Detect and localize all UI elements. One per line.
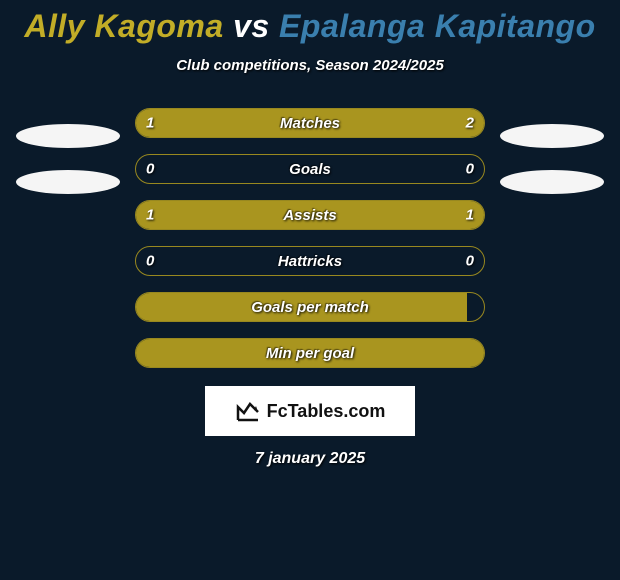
stat-label: Hattricks — [278, 253, 342, 270]
fctables-icon — [235, 398, 261, 424]
stat-bar: 1 2 Matches — [135, 108, 485, 138]
stat-value-right: 2 — [466, 115, 474, 132]
stat-bar: 1 1 Assists — [135, 200, 485, 230]
stat-bar: Min per goal — [135, 338, 485, 368]
stat-value-left: 0 — [146, 161, 154, 178]
stat-value-right: 0 — [466, 161, 474, 178]
page-title: Ally Kagoma vs Epalanga Kapitango — [0, 0, 620, 45]
footer-logo-text: FcTables.com — [267, 401, 386, 422]
stat-value-right: 1 — [466, 207, 474, 224]
stat-label: Goals — [289, 161, 331, 178]
footer-logo: FcTables.com — [205, 386, 415, 436]
stat-row: Min per goal — [0, 338, 620, 368]
subtitle: Club competitions, Season 2024/2025 — [0, 57, 620, 74]
stat-row: Goals per match — [0, 292, 620, 322]
stat-row: 0 0 Hattricks — [0, 246, 620, 276]
stat-value-left: 1 — [146, 207, 154, 224]
stat-value-left: 0 — [146, 253, 154, 270]
stat-row: 1 2 Matches — [0, 108, 620, 138]
stat-bar: 0 0 Hattricks — [135, 246, 485, 276]
stat-value-left: 1 — [146, 115, 154, 132]
stat-label: Matches — [280, 115, 340, 132]
footer-date: 7 january 2025 — [0, 450, 620, 468]
stat-value-right: 0 — [466, 253, 474, 270]
vs-separator: vs — [233, 8, 270, 44]
stat-label: Goals per match — [251, 299, 369, 316]
player1-name: Ally Kagoma — [24, 8, 223, 44]
bar-fill-left — [136, 109, 268, 137]
comparison-card: Ally Kagoma vs Epalanga Kapitango Club c… — [0, 0, 620, 580]
stat-label: Min per goal — [266, 345, 354, 362]
stat-bar: 0 0 Goals — [135, 154, 485, 184]
stat-bar: Goals per match — [135, 292, 485, 322]
player2-name: Epalanga Kapitango — [279, 8, 596, 44]
stat-row: 1 1 Assists — [0, 200, 620, 230]
stat-label: Assists — [283, 207, 336, 224]
stat-row: 0 0 Goals — [0, 154, 620, 184]
